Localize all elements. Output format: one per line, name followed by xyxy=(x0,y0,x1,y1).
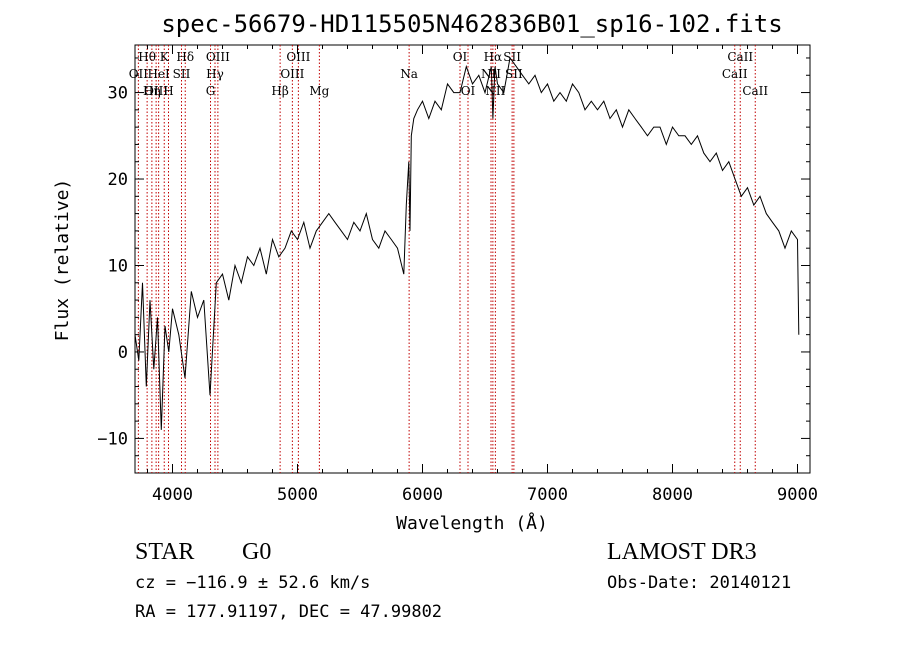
flux-series-line xyxy=(134,56,800,430)
line-label-13: OIII xyxy=(286,50,310,64)
plot-frame xyxy=(134,44,811,474)
line-label-6: H xyxy=(163,84,173,98)
y-tick-label: −10 xyxy=(97,429,128,449)
line-label-0: Hθ xyxy=(138,50,156,64)
observation-date: Obs-Date: 20140121 xyxy=(607,573,792,593)
x-axis: 4000 5000 6000 7000 8000 9000 xyxy=(147,45,818,505)
x-axis-label: Wavelength (Å) xyxy=(396,512,548,534)
line-label-11: G xyxy=(206,84,216,98)
line-label-19: Hα xyxy=(484,50,503,64)
object-subclass: G0 xyxy=(242,539,272,565)
line-label-5: K xyxy=(160,50,170,64)
line-label-14: OIII xyxy=(280,67,304,81)
x-tick-label: 5000 xyxy=(277,485,318,505)
line-label-12: Hβ xyxy=(271,84,288,98)
x-tick-label: 8000 xyxy=(652,485,693,505)
line-label-9: OIII xyxy=(206,50,230,64)
spectral-line-markers xyxy=(137,45,756,473)
line-label-15: Mg xyxy=(309,84,329,98)
y-axis-label: Flux (relative) xyxy=(52,179,73,342)
y-tick-label: 30 xyxy=(108,84,128,104)
line-label-1: OII xyxy=(129,67,149,81)
line-label-4: Hη xyxy=(143,84,161,98)
y-tick-label: 20 xyxy=(108,170,128,190)
line-label-2: OIII xyxy=(144,84,168,98)
y-tick-label: 0 xyxy=(118,343,128,363)
line-label-16: Na xyxy=(400,67,418,81)
line-label-10: Hγ xyxy=(206,67,224,81)
survey-name: LAMOST DR3 xyxy=(607,539,757,565)
line-label-22: SII xyxy=(503,50,521,64)
line-label-3: HeI xyxy=(147,67,170,81)
chart-title: spec-56679-HD115505N462836B01_sp16-102.f… xyxy=(161,10,782,38)
x-tick-label: 6000 xyxy=(402,485,443,505)
object-class: STAR xyxy=(135,539,195,565)
line-label-7: SII xyxy=(173,67,191,81)
line-label-17: OI xyxy=(453,50,468,64)
redshift-velocity: cz = −116.9 ± 52.6 km/s xyxy=(135,573,371,593)
line-label-25: CaII xyxy=(722,67,748,81)
line-label-24: CaII xyxy=(727,50,753,64)
coordinates: RA = 177.91197, DEC = 47.99802 xyxy=(135,602,443,622)
x-tick-label: 4000 xyxy=(152,485,193,505)
line-label-26: CaII xyxy=(742,84,768,98)
y-axis: −10 0 10 20 30 xyxy=(97,57,810,457)
y-tick-label: 10 xyxy=(108,256,128,276)
line-label-18: OI xyxy=(461,84,476,98)
x-tick-label: 7000 xyxy=(527,485,568,505)
line-label-8: Hδ xyxy=(176,50,194,64)
x-tick-label: 9000 xyxy=(777,485,818,505)
